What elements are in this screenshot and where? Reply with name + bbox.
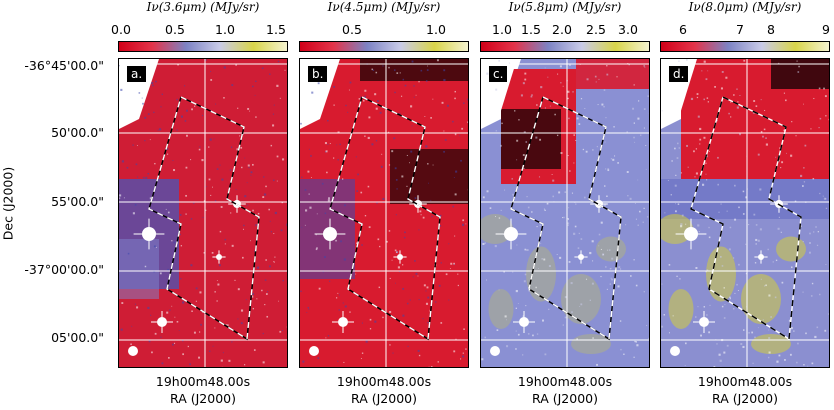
colorbar-title-b: Iν(4.5μm) (MJy/sr) — [327, 0, 441, 14]
cbar-tick-c-3: 2.5 — [586, 22, 606, 37]
panel-label-c: c. — [489, 66, 508, 82]
cbar-tick-b-0: 0.5 — [342, 22, 362, 37]
x-tick-b: 19h00m48.00s — [336, 374, 432, 389]
panel-label-a: a. — [127, 66, 147, 82]
x-tick-d: 19h00m48.00s — [697, 374, 793, 389]
colorbar-a — [118, 41, 288, 52]
panel-label-d: d. — [669, 66, 689, 82]
x-label-b: RA (J2000) — [351, 391, 417, 406]
colorbar-title-a: Iν(3.6μm) (MJy/sr) — [146, 0, 260, 14]
colorbar-c — [480, 41, 650, 52]
panel-d-map — [661, 59, 829, 367]
panel-b-map — [300, 59, 468, 367]
colorbar-b — [299, 41, 469, 52]
cbar-tick-d-1: 7 — [736, 22, 744, 37]
colorbar-title-d: Iν(8.0μm) (MJy/sr) — [688, 0, 802, 14]
cbar-tick-a-0: 0.0 — [111, 22, 131, 37]
image-panel-d: d. — [660, 58, 830, 368]
cbar-tick-d-0: 6 — [679, 22, 687, 37]
image-panel-b: b. — [299, 58, 469, 368]
y-tick-3: -37°00'00.0" — [24, 262, 104, 277]
y-tick-2: 55'00.0" — [51, 194, 104, 209]
x-tick-a: 19h00m48.00s — [155, 374, 251, 389]
x-tick-c: 19h00m48.00s — [517, 374, 613, 389]
cbar-tick-c-0: 1.0 — [492, 22, 512, 37]
y-tick-4: 05'00.0" — [51, 330, 104, 345]
panel-label-b: b. — [308, 66, 328, 82]
cbar-tick-a-2: 1.0 — [215, 22, 235, 37]
x-label-a: RA (J2000) — [170, 391, 236, 406]
cbar-tick-b-1: 1.0 — [426, 22, 446, 37]
cbar-tick-c-1: 1.5 — [521, 22, 541, 37]
cbar-tick-a-3: 1.5 — [266, 22, 286, 37]
cbar-tick-c-2: 2.0 — [552, 22, 572, 37]
cbar-tick-c-4: 3.0 — [618, 22, 638, 37]
y-tick-0: -36°45'00.0" — [24, 58, 104, 73]
y-tick-1: 50'00.0" — [51, 125, 104, 140]
x-label-d: RA (J2000) — [712, 391, 778, 406]
panel-c-map — [481, 59, 649, 367]
panel-a-map — [119, 59, 287, 367]
colorbar-d — [660, 41, 830, 52]
cbar-tick-d-3: 9 — [822, 22, 830, 37]
x-label-c: RA (J2000) — [532, 391, 598, 406]
image-panel-c: c. — [480, 58, 650, 368]
image-panel-a: a. — [118, 58, 288, 368]
cbar-tick-d-2: 8 — [767, 22, 775, 37]
cbar-tick-a-1: 0.5 — [165, 22, 185, 37]
colorbar-title-c: Iν(5.8μm) (MJy/sr) — [508, 0, 622, 14]
